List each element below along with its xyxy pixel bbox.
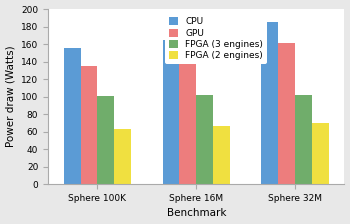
Bar [261,22,278,184]
Bar [163,40,180,184]
Bar [114,129,131,184]
Bar [295,95,312,184]
Bar [213,126,230,184]
Bar [180,48,196,184]
X-axis label: Benchmark: Benchmark [167,209,226,218]
Bar [196,95,213,184]
Bar [312,123,329,184]
Bar [81,66,98,184]
Bar [64,48,81,184]
Legend: CPU, GPU, FPGA (3 engines), FPGA (2 engines): CPU, GPU, FPGA (3 engines), FPGA (2 engi… [165,14,267,64]
Y-axis label: Power draw (Watts): Power draw (Watts) [6,46,15,147]
Bar [98,96,114,184]
Bar [278,43,295,184]
